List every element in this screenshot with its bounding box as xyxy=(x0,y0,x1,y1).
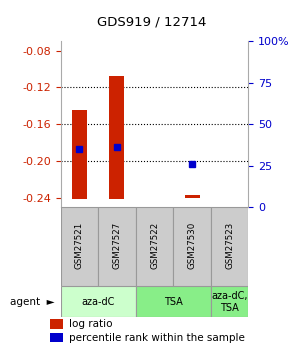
FancyBboxPatch shape xyxy=(61,207,98,286)
Text: GSM27521: GSM27521 xyxy=(75,221,84,269)
FancyBboxPatch shape xyxy=(136,286,211,317)
Bar xyxy=(72,110,87,199)
FancyBboxPatch shape xyxy=(211,207,248,286)
Text: TSA: TSA xyxy=(164,297,183,307)
Text: GSM27527: GSM27527 xyxy=(112,221,122,269)
Text: GSM27522: GSM27522 xyxy=(150,221,159,269)
Text: aza-dC,
TSA: aza-dC, TSA xyxy=(211,291,248,313)
Text: log ratio: log ratio xyxy=(69,319,113,329)
Text: GSM27530: GSM27530 xyxy=(188,221,197,269)
Text: GDS919 / 12714: GDS919 / 12714 xyxy=(97,16,206,29)
Text: aza-dC: aza-dC xyxy=(82,297,115,307)
Bar xyxy=(109,76,125,199)
FancyBboxPatch shape xyxy=(211,286,248,317)
FancyBboxPatch shape xyxy=(136,207,173,286)
Bar xyxy=(50,319,63,329)
FancyBboxPatch shape xyxy=(173,207,211,286)
FancyBboxPatch shape xyxy=(98,207,136,286)
Text: GSM27523: GSM27523 xyxy=(225,221,234,269)
Bar xyxy=(185,195,200,198)
Text: percentile rank within the sample: percentile rank within the sample xyxy=(69,333,245,343)
FancyBboxPatch shape xyxy=(61,286,136,317)
Bar xyxy=(50,333,63,342)
Text: agent  ►: agent ► xyxy=(10,297,55,307)
